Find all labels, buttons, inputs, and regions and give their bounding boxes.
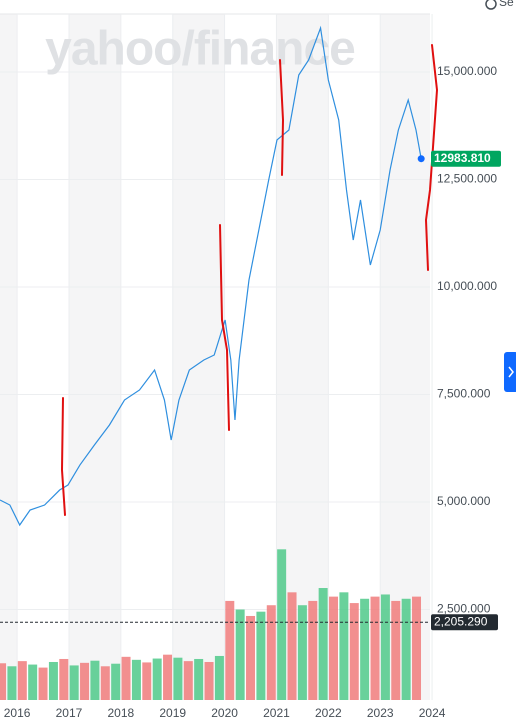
x-tick-label: 2017 — [56, 706, 83, 720]
x-tick-label: 2024 — [419, 706, 446, 720]
y-tick-label: 10,000.000 — [437, 279, 497, 293]
x-tick-label: 2020 — [211, 706, 238, 720]
settings[interactable]: Se — [485, 0, 514, 10]
watermark: yahoo/finance — [45, 23, 355, 76]
annotation-stroke — [60, 397, 66, 516]
volume-bar — [80, 662, 90, 700]
volume-bar — [59, 658, 69, 700]
plot — [0, 25, 430, 700]
x-tick-label: 2019 — [159, 706, 186, 720]
volume-bar — [48, 661, 58, 700]
y-tick-label: 12,500.000 — [437, 172, 497, 186]
background — [0, 13, 433, 700]
volume-bar — [329, 596, 339, 700]
expand-button-bg[interactable] — [504, 352, 516, 392]
annotations — [60, 44, 439, 516]
y-tick-label: 2,500.000 — [437, 602, 491, 616]
volume-bar — [256, 611, 266, 700]
volume-bar — [194, 658, 204, 700]
x-tick-label: 2016 — [4, 706, 31, 720]
expand-button[interactable] — [504, 352, 516, 392]
annotation-stroke — [424, 44, 439, 271]
x-tick-label: 2023 — [367, 706, 394, 720]
volume-average-box — [431, 614, 498, 631]
last-price-box — [431, 150, 501, 167]
volume-bar — [287, 592, 297, 700]
volume-bar — [163, 654, 173, 700]
price-line — [0, 25, 422, 527]
x-tick-label: 2022 — [315, 706, 342, 720]
last-price-label: 12983.810 — [434, 151, 491, 165]
volume-bar — [266, 605, 276, 700]
volume-bar — [121, 656, 131, 700]
volume-bar — [152, 658, 162, 700]
volume-bar — [391, 600, 401, 700]
band — [380, 14, 430, 700]
volume-bar — [412, 596, 422, 700]
x-tick-label: 2018 — [108, 706, 135, 720]
annotation-stroke — [219, 224, 230, 431]
volume-bar — [349, 603, 359, 700]
volume-bar — [90, 660, 100, 700]
volume-bar — [17, 661, 27, 700]
band — [0, 14, 18, 700]
volume-bar — [380, 594, 390, 700]
volume-bar — [308, 600, 318, 700]
volume-bar — [339, 592, 349, 700]
volume-bar — [173, 657, 183, 700]
volume-bar — [246, 615, 256, 700]
volume-bar — [277, 549, 287, 700]
volume-bar — [204, 661, 214, 700]
settings-label[interactable]: Se — [499, 0, 514, 9]
volume-bar — [370, 596, 380, 700]
volume-bar — [360, 598, 370, 700]
volume-average-label: 2,205.290 — [434, 614, 488, 628]
axis-labels: 2,500.000 5,000.000 7,500.000 10,000.000 12,… — [4, 64, 501, 720]
y-tick-label: 15,000.000 — [437, 64, 497, 78]
volume-bar — [318, 588, 328, 700]
volume-bar — [401, 598, 411, 700]
volume-bar — [111, 663, 121, 700]
annotation-stroke — [279, 59, 285, 176]
volume-bar — [131, 659, 141, 700]
volume-bar — [28, 664, 38, 700]
settings-icon[interactable] — [485, 0, 497, 10]
volume-bar — [7, 666, 17, 700]
band — [172, 14, 225, 700]
volume-bar — [69, 665, 79, 700]
x-tick-label: 2021 — [263, 706, 290, 720]
volume-bar — [235, 609, 245, 700]
volume-bar — [214, 655, 224, 700]
y-tick-label: 5,000.000 — [437, 494, 491, 508]
volume-bar — [225, 600, 235, 700]
volume-bar — [0, 663, 7, 700]
volume-bar — [38, 667, 48, 700]
expand-icon[interactable] — [508, 366, 514, 378]
volume-bar — [142, 662, 152, 700]
volume-bar — [297, 605, 307, 700]
y-tick-label: 7,500.000 — [437, 387, 491, 401]
last-point — [417, 155, 425, 163]
band — [68, 14, 121, 700]
volume-bar — [100, 666, 110, 700]
volume-bar — [183, 661, 193, 700]
